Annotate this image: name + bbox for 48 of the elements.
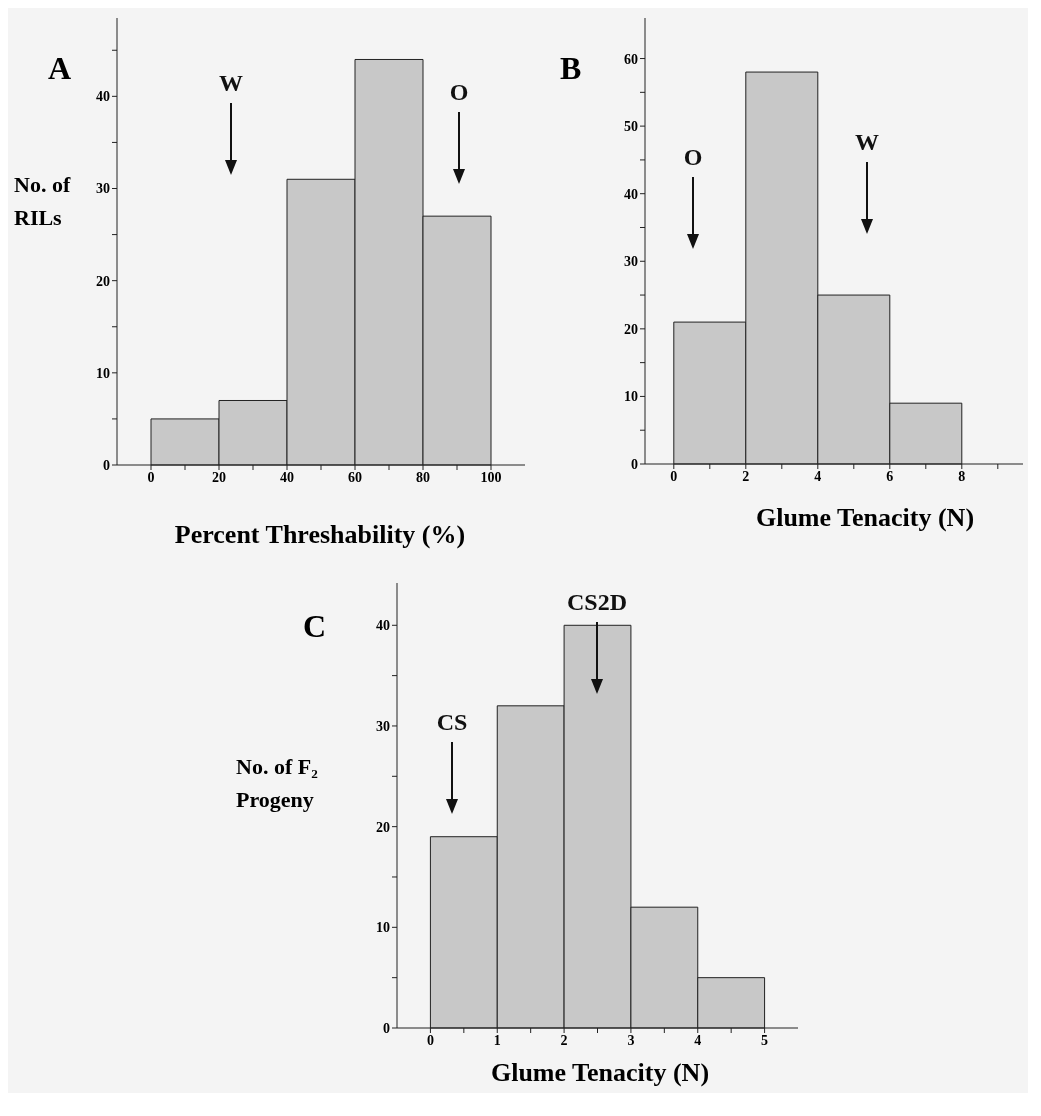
y-tick-label: 20 xyxy=(624,321,638,337)
x-tick-label: 80 xyxy=(416,469,430,485)
x-tick-label: 3 xyxy=(627,1032,635,1048)
x-axis-title: Glume Tenacity (N) xyxy=(754,503,976,533)
y-tick-label: 30 xyxy=(376,718,390,734)
y-tick-label: 0 xyxy=(103,457,110,473)
y-tick-label: 60 xyxy=(624,51,638,67)
x-tick-label: 5 xyxy=(761,1032,769,1048)
y-tick-label: 20 xyxy=(376,819,390,835)
x-tick-label: 4 xyxy=(694,1032,702,1048)
y-tick-label: 20 xyxy=(96,273,110,289)
annotation: W xyxy=(855,129,879,155)
x-tick-label: 100 xyxy=(480,469,502,485)
x-tick-label: 8 xyxy=(958,468,966,484)
x-tick-label: 0 xyxy=(670,468,678,484)
x-tick-label: 20 xyxy=(212,469,226,485)
y-axis-title: No. of RILs xyxy=(14,171,72,232)
annotation: CS xyxy=(436,709,468,735)
text: A xyxy=(48,50,72,87)
text: C xyxy=(303,608,327,645)
y-tick-label: 50 xyxy=(624,119,638,135)
x-axis-title: Glume Tenacity (N) xyxy=(489,1058,711,1088)
y-axis-title: No. of F₂ Progeny xyxy=(236,753,319,814)
x-tick-label: 0 xyxy=(426,1032,434,1048)
y-tick-label: 0 xyxy=(631,456,638,472)
y-tick-label: 40 xyxy=(96,89,110,105)
y-tick-label: 30 xyxy=(96,181,110,197)
y-tick-label: 40 xyxy=(624,186,638,202)
x-tick-label: 4 xyxy=(814,468,822,484)
text: B xyxy=(560,50,582,87)
y-tick-label: 10 xyxy=(376,920,390,936)
x-tick-label: 2 xyxy=(742,468,750,484)
x-tick-label: 40 xyxy=(280,469,294,485)
y-tick-label: 30 xyxy=(624,254,638,270)
x-tick-label: 6 xyxy=(886,468,894,484)
annotation: O xyxy=(449,79,469,105)
x-tick-label: 60 xyxy=(348,469,362,485)
x-tick-label: 0 xyxy=(147,469,155,485)
x-tick-label: 1 xyxy=(493,1032,501,1048)
y-tick-label: 40 xyxy=(376,618,390,634)
y-tick-label: 10 xyxy=(624,389,638,405)
y-tick-label: 0 xyxy=(383,1020,390,1036)
annotation: W xyxy=(219,70,243,96)
y-tick-label: 10 xyxy=(96,365,110,381)
x-tick-label: 2 xyxy=(560,1032,568,1048)
annotation: O xyxy=(683,144,703,170)
annotation: CS2D xyxy=(566,589,628,615)
x-axis-title: Percent Threshability (%) xyxy=(173,520,467,550)
